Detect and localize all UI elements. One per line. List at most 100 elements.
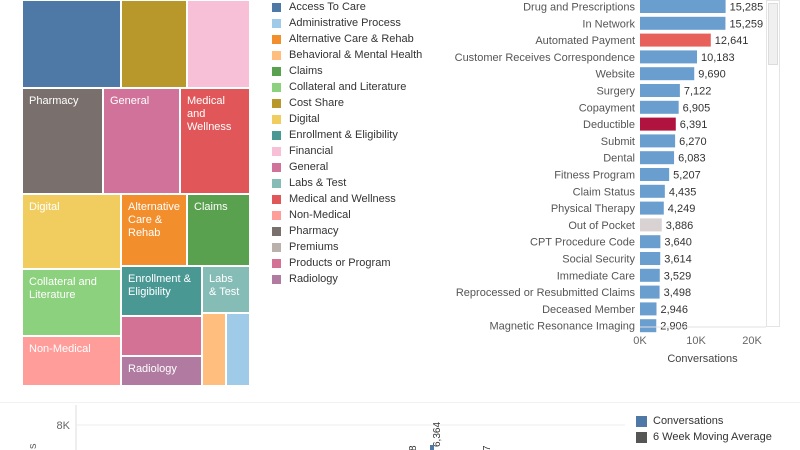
bar[interactable] [640,184,665,198]
bar-value-label: 12,641 [715,35,749,47]
legend-item[interactable]: Collateral and Literature [272,79,406,95]
bar-category-label: Out of Pocket [568,220,635,232]
legend-swatch [272,258,281,268]
treemap-tile-pharmacy[interactable]: Pharmacy [22,88,103,194]
bar[interactable] [640,16,726,30]
bar[interactable] [640,319,657,333]
bar-value-label: 6,905 [683,102,711,114]
bar[interactable] [640,33,711,47]
treemap-tile-enrollment-eligibility[interactable]: Enrollment & Eligibility [121,266,202,316]
legend-item[interactable]: Behavioral & Mental Health [272,47,422,63]
legend-swatch [272,82,281,92]
treemap-tile-cost-share[interactable] [121,0,187,88]
section-divider [0,402,800,403]
treemap-tile-alternative-care[interactable]: Alternative Care & Rehab [121,194,187,266]
treemap-tile-products-or-program[interactable] [121,316,202,356]
bar-value-label: 6,270 [679,136,707,148]
trend-legend-item[interactable]: 6 Week Moving Average [636,429,772,445]
bar-value-label: 3,886 [666,220,694,232]
legend-item[interactable]: Claims [272,63,323,79]
treemap-tile-labs-test[interactable]: Labs & Test [202,266,250,313]
bar-category-label: Copayment [579,102,635,114]
bar[interactable] [640,268,660,282]
bar-category-label: Deductible [583,119,635,131]
bar-category-label: Magnetic Resonance Imaging [489,321,635,333]
treemap-tile-digital[interactable]: Digital [22,194,121,269]
legend-item[interactable]: General [272,159,328,175]
legend-swatch [272,162,281,172]
bar-value-label: 15,285 [730,2,764,14]
legend-item[interactable]: Financial [272,143,333,159]
treemap-tile-medical-and-wellness[interactable]: Medical and Wellness [180,88,250,194]
legend-item[interactable]: Labs & Test [272,175,346,191]
treemap-tile-financial[interactable] [187,0,250,88]
bar[interactable] [640,302,657,316]
bar[interactable] [640,151,675,165]
legend-item[interactable]: Alternative Care & Rehab [272,31,414,47]
bar-category-label: Deceased Member [542,304,635,316]
trend-chart: 8K s 6,364 8 7 [27,405,625,450]
bar-value-label: 7,122 [684,86,712,98]
bar-value-label: 3,640 [664,237,692,249]
legend-item[interactable]: Premiums [272,239,339,255]
legend-swatch [272,178,281,188]
scrollbar-thumb[interactable] [768,3,778,65]
bar-category-label: In Network [582,18,635,30]
legend-item[interactable]: Enrollment & Eligibility [272,127,398,143]
treemap-tile-general[interactable]: General [103,88,180,194]
bar-value-label: 6,391 [680,119,708,131]
legend-item[interactable]: Medical and Wellness [272,191,396,207]
bar[interactable] [640,201,664,215]
legend-item[interactable]: Products or Program [272,255,390,271]
bar[interactable] [640,168,670,181]
bar-category-label: Reprocessed or Resubmitted Claims [456,287,636,299]
trend-data-label: 6,364 [432,422,443,447]
bar-category-label: CPT Procedure Code [530,237,635,249]
bar-value-label: 3,529 [664,270,692,282]
legend-item[interactable]: Cost Share [272,95,344,111]
bar-category-label: Website [595,69,635,81]
treemap-tile-access-to-care[interactable] [22,0,121,88]
legend-item[interactable]: Pharmacy [272,223,339,239]
legend-swatch [272,242,281,252]
bar-category-label: Submit [601,136,635,148]
bar-value-label: 3,498 [664,287,692,299]
bar[interactable] [640,50,698,64]
bar[interactable] [640,117,676,131]
bar[interactable] [640,235,661,249]
legend-swatch [272,226,281,236]
x-tick-label: 20K [742,335,762,347]
y-axis-title: s [27,443,39,449]
treemap-tile-collateral-and-literature[interactable]: Collateral and Literature [22,269,121,336]
bar[interactable] [640,0,726,13]
legend-item[interactable]: Administrative Process [272,15,401,31]
treemap-tile-radiology[interactable]: Radiology [121,356,202,386]
bar[interactable] [640,100,679,114]
bar[interactable] [640,252,661,265]
legend-item[interactable]: Radiology [272,271,338,287]
legend-item[interactable]: Access To Care [272,0,366,15]
bar[interactable] [640,285,660,299]
legend-item[interactable]: Digital [272,111,320,127]
treemap-tile-claims[interactable]: Claims [187,194,250,266]
bar-value-label: 5,207 [673,170,701,182]
legend-swatch [272,50,281,60]
bar-category-label: Automated Payment [535,35,635,47]
bar[interactable] [640,218,662,232]
bar-value-label: 4,249 [668,203,696,215]
treemap: Pharmacy General Medical and Wellness Di… [0,0,260,390]
legend-item[interactable]: Non-Medical [272,207,351,223]
trend-legend-swatch [636,431,647,443]
bar-value-label: 4,435 [669,186,697,198]
legend-swatch [272,114,281,124]
bar-category-label: Immediate Care [557,270,635,282]
trend-legend-item[interactable]: Conversations [636,413,772,429]
treemap-tile-non-medical[interactable]: Non-Medical [22,336,121,386]
bar[interactable] [640,134,676,148]
bar[interactable] [640,67,695,81]
bar[interactable] [640,84,680,97]
treemap-tile-behavioral-mental-health[interactable] [202,313,226,386]
trend-legend: Conversations 6 Week Moving Average [636,413,772,445]
treemap-tile-administrative-process[interactable] [226,313,250,386]
bar-chart-scrollbar[interactable] [766,0,780,327]
